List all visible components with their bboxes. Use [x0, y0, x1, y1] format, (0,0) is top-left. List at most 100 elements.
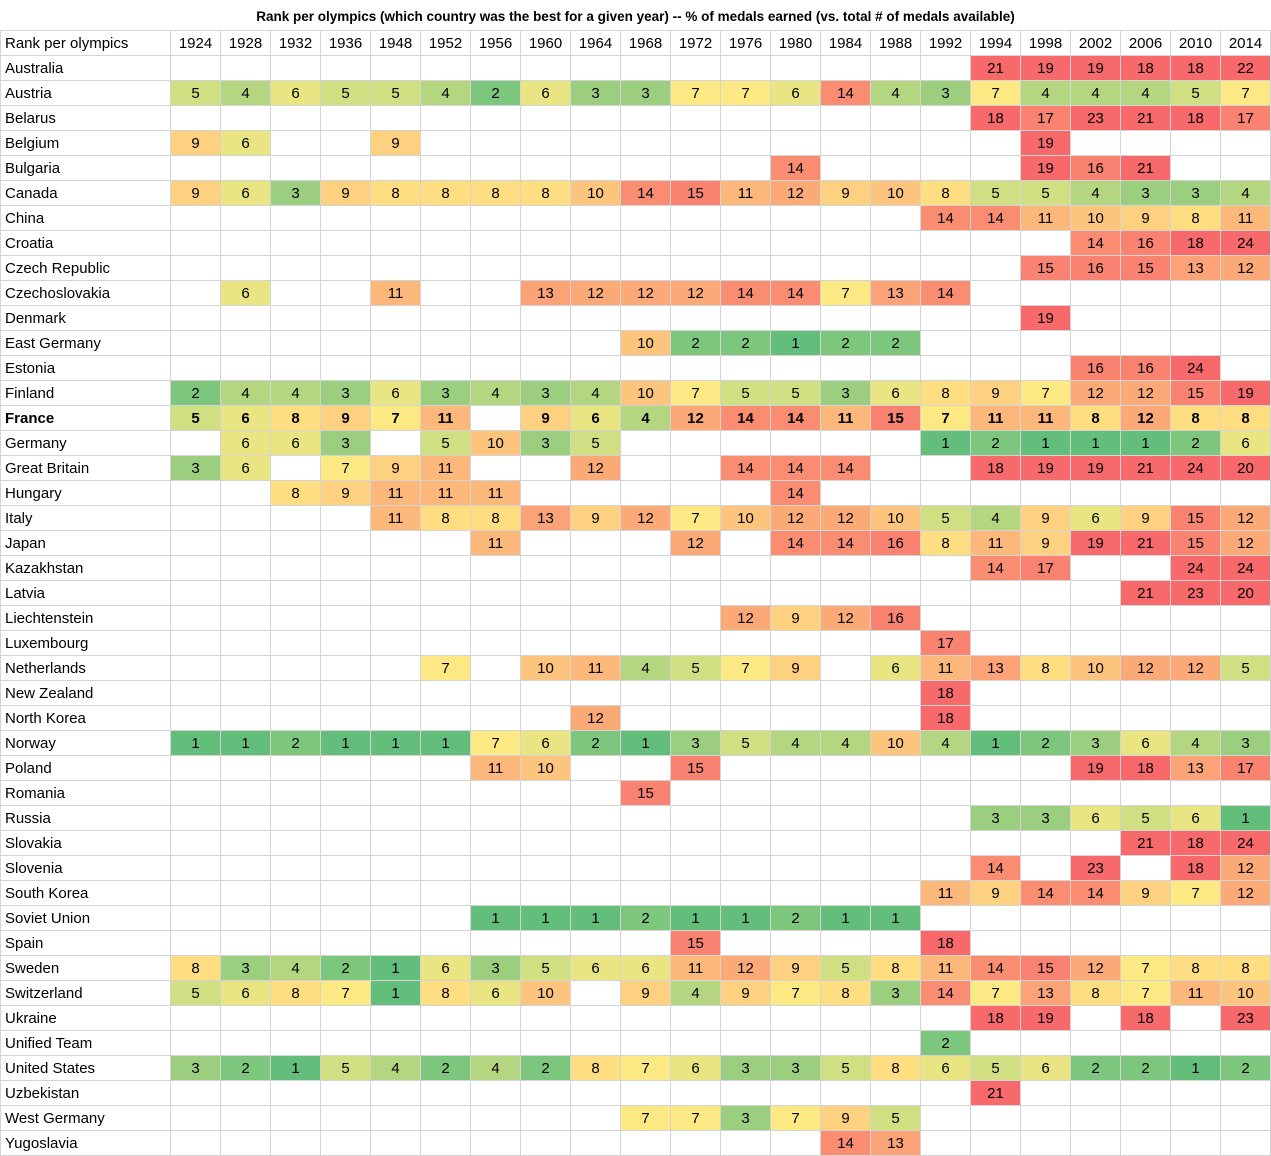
rank-cell: 18: [1170, 830, 1221, 856]
empty-cell: [1170, 1130, 1221, 1156]
empty-cell: [520, 355, 571, 381]
empty-cell: [570, 255, 621, 281]
rank-cell: 14: [770, 480, 821, 506]
rank-cell: 11: [970, 530, 1021, 556]
empty-cell: [870, 430, 921, 456]
rank-cell: 9: [320, 180, 371, 206]
empty-cell: [370, 905, 421, 931]
empty-cell: [1170, 130, 1221, 156]
empty-cell: [270, 1130, 321, 1156]
rank-cell: 3: [970, 805, 1021, 831]
empty-cell: [1220, 905, 1271, 931]
rank-cell: 5: [170, 80, 221, 106]
empty-cell: [370, 805, 421, 831]
empty-cell: [220, 630, 271, 656]
empty-cell: [420, 880, 471, 906]
rank-cell: 4: [470, 1055, 521, 1081]
empty-cell: [1070, 1130, 1121, 1156]
empty-cell: [1070, 680, 1121, 706]
empty-cell: [1220, 1080, 1271, 1106]
rank-cell: 5: [970, 180, 1021, 206]
empty-cell: [1220, 130, 1271, 156]
rank-cell: 3: [670, 730, 721, 756]
empty-cell: [1220, 305, 1271, 331]
empty-cell: [170, 205, 221, 231]
rank-cell: 3: [520, 430, 571, 456]
rank-cell: 8: [270, 405, 321, 431]
country-label: Germany: [0, 430, 171, 456]
empty-cell: [870, 830, 921, 856]
rank-cell: 5: [370, 80, 421, 106]
empty-cell: [770, 1005, 821, 1031]
empty-cell: [420, 530, 471, 556]
empty-cell: [920, 1105, 971, 1131]
empty-cell: [720, 1005, 771, 1031]
empty-cell: [270, 355, 321, 381]
rank-cell: 6: [220, 180, 271, 206]
empty-cell: [720, 230, 771, 256]
empty-cell: [920, 55, 971, 81]
empty-cell: [270, 655, 321, 681]
empty-cell: [570, 1005, 621, 1031]
rank-cell: 3: [1020, 805, 1071, 831]
empty-cell: [1170, 905, 1221, 931]
rank-cell: 3: [470, 955, 521, 981]
rank-cell: 5: [720, 380, 771, 406]
empty-cell: [1020, 480, 1071, 506]
rank-cell: 1: [520, 905, 571, 931]
country-label: Unified Team: [0, 1030, 171, 1056]
country-label: New Zealand: [0, 680, 171, 706]
rank-cell: 1: [320, 730, 371, 756]
rank-cell: 14: [1070, 230, 1121, 256]
empty-cell: [870, 1030, 921, 1056]
rank-cell: 14: [970, 955, 1021, 981]
empty-cell: [170, 780, 221, 806]
empty-cell: [270, 230, 321, 256]
rank-cell: 14: [820, 455, 871, 481]
empty-cell: [620, 305, 671, 331]
empty-cell: [970, 480, 1021, 506]
rank-cell: 1: [370, 980, 421, 1006]
rank-cell: 12: [720, 605, 771, 631]
empty-cell: [220, 655, 271, 681]
empty-cell: [670, 255, 721, 281]
empty-cell: [270, 305, 321, 331]
rank-cell: 1: [620, 730, 671, 756]
empty-cell: [770, 705, 821, 731]
empty-cell: [170, 805, 221, 831]
rank-cell: 18: [1120, 55, 1171, 81]
empty-cell: [620, 430, 671, 456]
rank-cell: 14: [1070, 880, 1121, 906]
rank-cell: 6: [570, 955, 621, 981]
empty-cell: [770, 430, 821, 456]
rank-cell: 24: [1220, 555, 1271, 581]
empty-cell: [220, 530, 271, 556]
rank-cell: 12: [1120, 405, 1171, 431]
empty-cell: [1120, 130, 1171, 156]
empty-cell: [270, 680, 321, 706]
empty-cell: [370, 205, 421, 231]
rank-cell: 2: [670, 330, 721, 356]
rank-cell: 17: [1220, 105, 1271, 131]
rank-cell: 13: [1170, 255, 1221, 281]
empty-cell: [570, 330, 621, 356]
rank-cell: 2: [170, 380, 221, 406]
empty-cell: [770, 255, 821, 281]
rank-cell: 7: [920, 405, 971, 431]
empty-cell: [1070, 630, 1121, 656]
empty-cell: [720, 55, 771, 81]
rank-cell: 14: [970, 205, 1021, 231]
empty-cell: [570, 555, 621, 581]
rank-cell: 6: [870, 655, 921, 681]
empty-cell: [1120, 280, 1171, 306]
empty-cell: [420, 355, 471, 381]
empty-cell: [320, 905, 371, 931]
empty-cell: [420, 55, 471, 81]
empty-cell: [620, 255, 671, 281]
country-label: Croatia: [0, 230, 171, 256]
empty-cell: [620, 855, 671, 881]
empty-cell: [370, 680, 421, 706]
empty-cell: [170, 930, 221, 956]
empty-cell: [1070, 930, 1121, 956]
empty-cell: [1120, 480, 1171, 506]
